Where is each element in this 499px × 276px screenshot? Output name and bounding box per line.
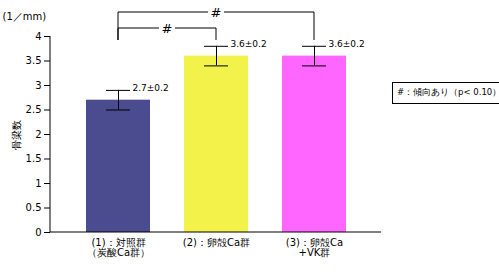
svg-text:(1／mm): (1／mm) <box>3 11 47 22</box>
svg-text:3: 3 <box>35 80 41 91</box>
svg-text:2.5: 2.5 <box>26 104 42 115</box>
svg-text:3.6±0.2: 3.6±0.2 <box>329 39 365 49</box>
svg-text:骨梁数: 骨梁数 <box>11 120 22 150</box>
svg-text:4: 4 <box>35 31 41 42</box>
svg-text:#: # <box>162 21 173 36</box>
svg-text:(2)：卵殻Ca群: (2)：卵殻Ca群 <box>183 237 250 248</box>
svg-text:3.6±0.2: 3.6±0.2 <box>231 39 267 49</box>
svg-text:(1)：対照群（炭酸Ca群）: (1)：対照群（炭酸Ca群） <box>87 237 150 258</box>
svg-text:2: 2 <box>35 129 41 140</box>
svg-text:1.5: 1.5 <box>26 153 42 164</box>
svg-text:2.7±0.2: 2.7±0.2 <box>133 83 169 93</box>
svg-text:3.5: 3.5 <box>26 55 42 66</box>
svg-text:0: 0 <box>35 227 41 238</box>
svg-text:1: 1 <box>35 178 41 189</box>
svg-text:#: # <box>211 5 222 20</box>
svg-text:(3)：卵殻Ca+VK群: (3)：卵殻Ca+VK群 <box>286 237 343 258</box>
svg-text:0.5: 0.5 <box>26 202 42 213</box>
